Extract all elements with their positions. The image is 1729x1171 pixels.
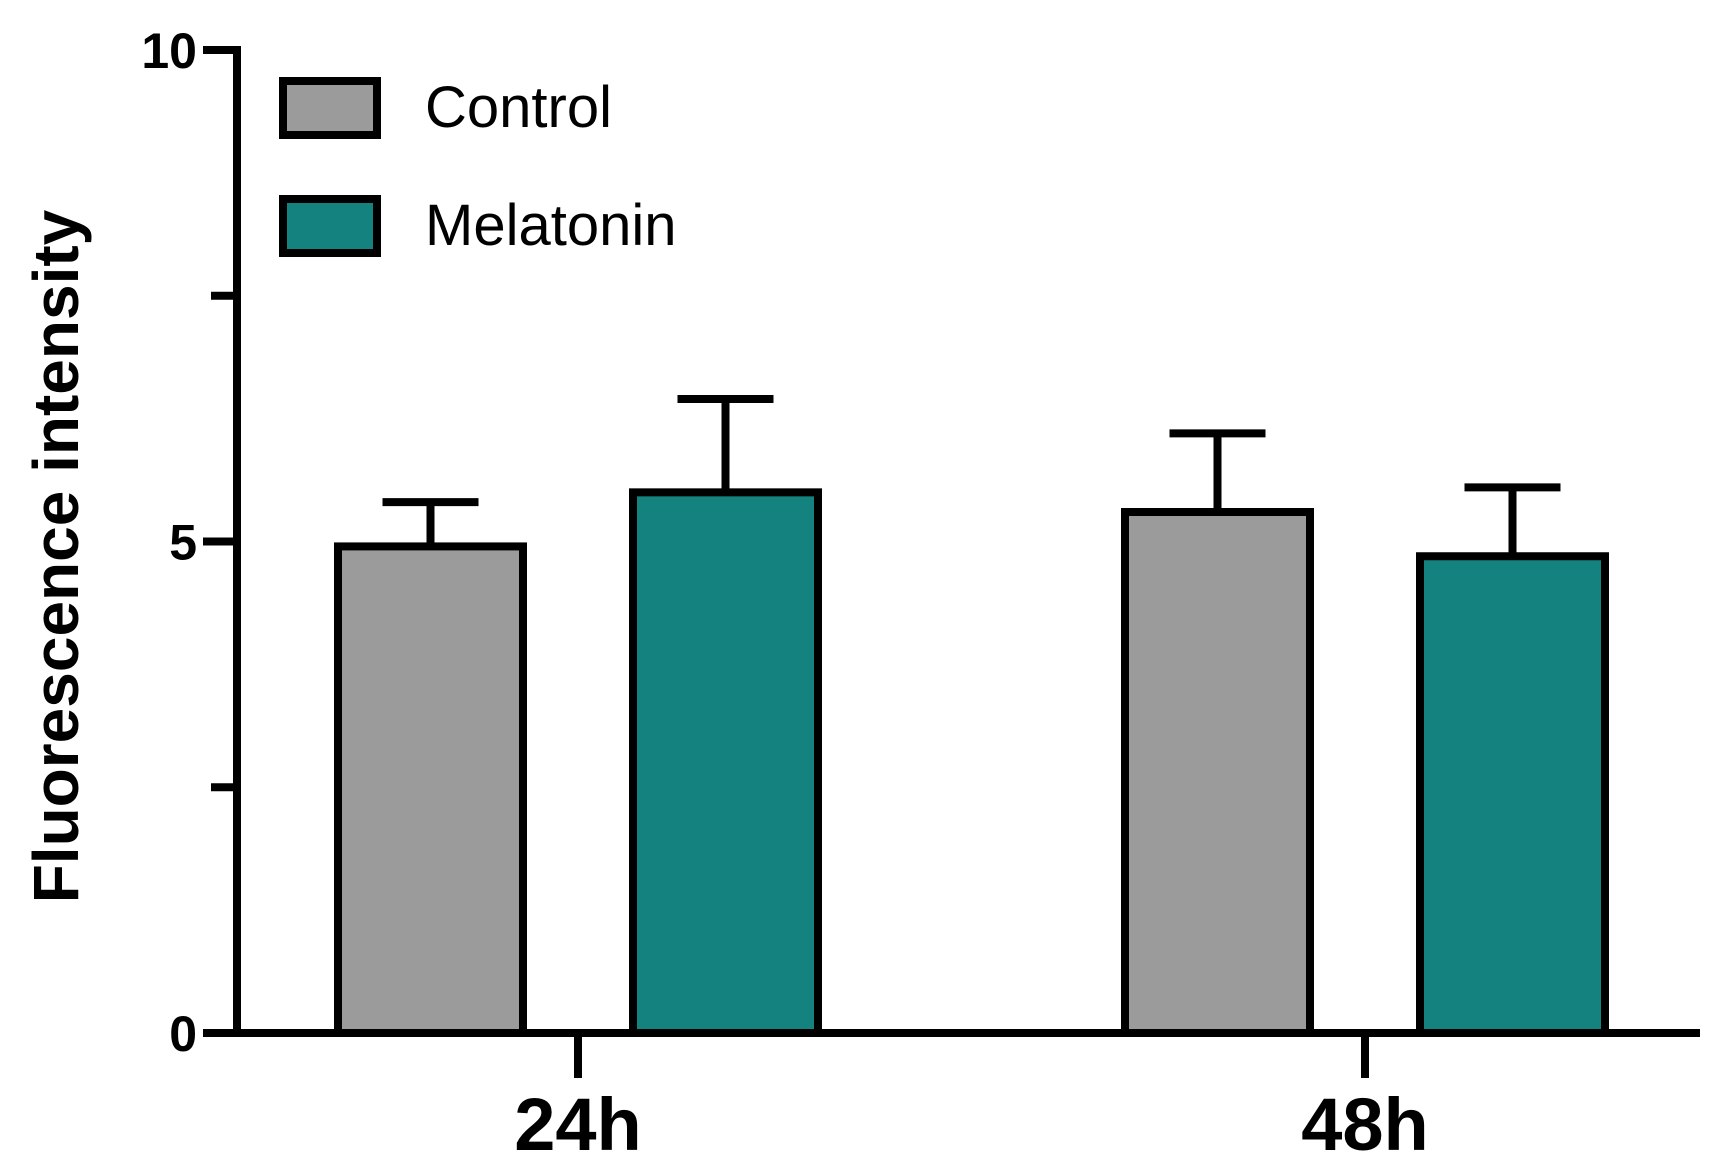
x-category-label: 48h [1301, 1083, 1429, 1166]
y-tick-label: 5 [169, 515, 197, 571]
x-category-label: 24h [514, 1083, 642, 1166]
y-axis-title: Fluorescence intensity [20, 209, 92, 903]
legend-label-control: Control [425, 75, 612, 140]
legend-swatch-melatonin [279, 195, 381, 257]
bar-melatonin-48h [1416, 552, 1609, 1037]
y-tick-label: 10 [141, 23, 197, 79]
bar-control-48h [1121, 508, 1314, 1037]
bar-melatonin-24h [629, 488, 822, 1038]
legend-label-melatonin: Melatonin [425, 193, 676, 258]
bar-control-24h [334, 542, 527, 1037]
y-tick-label: 0 [169, 1006, 197, 1062]
legend-swatch-control [279, 77, 381, 139]
